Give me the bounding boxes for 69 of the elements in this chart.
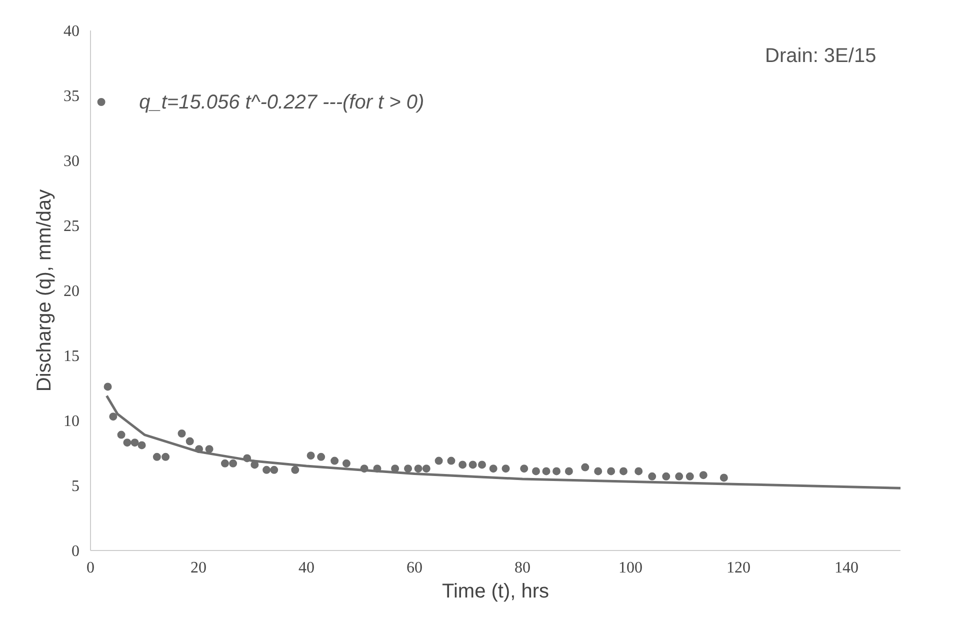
point xyxy=(229,459,238,468)
point xyxy=(699,471,708,480)
point xyxy=(458,460,467,469)
point xyxy=(117,430,126,439)
point xyxy=(422,464,430,473)
point xyxy=(581,463,590,472)
annotation: Drain: 3E/15 xyxy=(765,44,876,67)
point xyxy=(564,467,573,476)
point xyxy=(104,382,112,391)
point xyxy=(205,445,214,454)
point xyxy=(414,464,422,473)
x-tick-label: 140 xyxy=(834,560,858,576)
point xyxy=(607,467,616,476)
x-tick-label: 80 xyxy=(514,560,530,576)
point xyxy=(306,452,315,460)
point xyxy=(109,412,118,421)
point xyxy=(434,456,443,465)
point xyxy=(594,467,602,476)
y-tick-label: 30 xyxy=(64,153,80,170)
x-axis-title: Time (t), hrs xyxy=(442,580,550,602)
point xyxy=(478,460,486,469)
point xyxy=(330,456,339,465)
point xyxy=(123,438,132,447)
annotation: q_t=15.056 t^-0.227 ---(for t > 0) xyxy=(139,92,424,114)
point xyxy=(162,452,170,461)
x-tick-label: 20 xyxy=(190,560,206,576)
point xyxy=(520,464,528,473)
point xyxy=(317,452,326,461)
y-tick-label: 0 xyxy=(72,543,80,560)
y-tick-label: 15 xyxy=(64,348,80,365)
point xyxy=(130,438,139,447)
x-tick-label: 0 xyxy=(86,560,94,576)
y-tick-label: 5 xyxy=(72,478,80,495)
point xyxy=(720,474,728,482)
x-tick-label: 40 xyxy=(298,560,314,576)
point xyxy=(178,430,186,438)
point xyxy=(220,459,229,468)
y-axis-title: Discharge (q), mm/day xyxy=(34,189,56,392)
point xyxy=(270,466,278,474)
x-tick-label: 120 xyxy=(726,560,750,576)
point xyxy=(502,464,510,473)
y-tick-label: 20 xyxy=(64,283,80,300)
x-tick-label: 100 xyxy=(618,560,642,576)
point xyxy=(152,452,161,461)
line-series xyxy=(105,394,900,490)
point xyxy=(634,467,643,476)
point xyxy=(542,467,550,476)
y-tick-label: 10 xyxy=(64,413,80,430)
point xyxy=(404,464,412,473)
y-tick-label: 40 xyxy=(64,23,80,40)
y-tick-label: 35 xyxy=(64,88,80,105)
point xyxy=(648,472,656,480)
point xyxy=(532,467,540,476)
point xyxy=(489,464,498,473)
y-tick-label: 25 xyxy=(64,218,80,235)
point xyxy=(619,467,628,476)
point xyxy=(552,467,561,476)
point xyxy=(342,459,350,468)
point xyxy=(447,456,456,465)
point xyxy=(662,472,670,480)
point xyxy=(675,472,684,480)
point xyxy=(291,466,300,474)
point xyxy=(97,98,106,106)
point xyxy=(262,466,271,474)
point xyxy=(468,460,477,469)
point xyxy=(686,472,694,480)
x-tick-label: 60 xyxy=(406,560,422,576)
point xyxy=(138,441,146,450)
point xyxy=(186,437,194,446)
